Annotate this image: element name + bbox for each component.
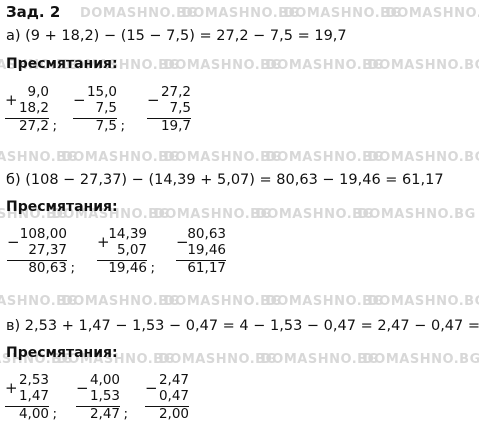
- result: 27,2: [18, 118, 49, 134]
- separator: ;: [123, 406, 128, 422]
- exercise-title: Зад. 2: [6, 3, 61, 21]
- equation-c: в) 2,53 + 1,47 − 1,53 − 0,47 = 4 − 1,53 …: [6, 318, 479, 334]
- calculations-label: Пресмятания:: [6, 56, 118, 72]
- sum-line: [176, 260, 226, 261]
- operand-top: 14,39: [108, 226, 147, 242]
- sum-line: [97, 260, 147, 261]
- operand-bottom: 27,37: [28, 242, 67, 258]
- operator: +: [5, 379, 18, 397]
- operator: −: [73, 91, 86, 109]
- operand-bottom: 7,5: [169, 100, 191, 116]
- operand-top: 27,2: [160, 84, 191, 100]
- operator: +: [97, 233, 110, 251]
- equation-b: б) (108 − 27,37) − (14,39 + 5,07) = 80,6…: [6, 172, 444, 188]
- operand-top: 2,47: [158, 372, 189, 388]
- result: 61,17: [187, 260, 226, 276]
- operand-top: 4,00: [89, 372, 120, 388]
- watermark-row: DOMASHNO.BGDOMASHNO.BGDOMASHNO.BGDOMASHN…: [0, 352, 479, 367]
- column-calculation: + 2,53 1,47 4,00 ;: [5, 372, 57, 426]
- result: 4,00: [18, 406, 49, 422]
- operator: −: [176, 233, 189, 251]
- operand-top: 2,53: [18, 372, 49, 388]
- result: 19,46: [108, 260, 147, 276]
- column-calculation: + 9,0 18,2 27,2 ;: [5, 84, 57, 138]
- watermark-row: DOMASHNO.BGDOMASHNO.BGDOMASHNO.BGDOMASHN…: [0, 207, 476, 222]
- result: 80,63: [28, 260, 67, 276]
- operator: −: [7, 233, 20, 251]
- result: 19,7: [160, 118, 191, 134]
- operator: −: [76, 379, 89, 397]
- operand-bottom: 18,2: [18, 100, 49, 116]
- result: 2,47: [89, 406, 120, 422]
- column-calculation: − 108,00 27,37 80,63 ;: [7, 226, 75, 280]
- equation-a: а) (9 + 18,2) − (15 − 7,5) = 27,2 − 7,5 …: [6, 28, 347, 44]
- operand-top: 15,0: [86, 84, 117, 100]
- separator: ;: [70, 260, 75, 276]
- column-calculation: − 2,47 0,47 2,00: [145, 372, 189, 426]
- operand-bottom: 19,46: [187, 242, 226, 258]
- watermark-row: DOMASHNO.BGDOMASHNO.BGDOMASHNO.BGDOMASHN…: [0, 150, 479, 165]
- operand-top: 9,0: [27, 84, 49, 100]
- sum-line: [5, 118, 49, 119]
- operand-bottom: 5,07: [116, 242, 147, 258]
- operand-top: 80,63: [187, 226, 226, 242]
- sum-line: [147, 118, 191, 119]
- sum-line: [76, 406, 120, 407]
- operand-bottom: 1,47: [18, 388, 49, 404]
- column-calculation: − 15,0 7,5 7,5 ;: [73, 84, 125, 138]
- operand-bottom: 7,5: [95, 100, 117, 116]
- result: 2,00: [158, 406, 189, 422]
- operand-top: 108,00: [19, 226, 67, 242]
- separator: ;: [150, 260, 155, 276]
- operator: −: [145, 379, 158, 397]
- column-calculation: + 14,39 5,07 19,46 ;: [97, 226, 155, 280]
- separator: ;: [52, 406, 57, 422]
- calculations-label: Пресмятания:: [6, 345, 118, 361]
- sum-line: [5, 406, 49, 407]
- watermark-row: DOMASHNO.BGDOMASHNO.BGDOMASHNO.BGDOMASHN…: [0, 58, 479, 73]
- operand-bottom: 0,47: [158, 388, 189, 404]
- column-calculation: − 27,2 7,5 19,7: [147, 84, 191, 138]
- calculations-label: Пресмятания:: [6, 199, 118, 215]
- sum-line: [145, 406, 189, 407]
- column-calculation: − 80,63 19,46 61,17: [176, 226, 226, 280]
- operand-bottom: 1,53: [89, 388, 120, 404]
- separator: ;: [52, 118, 57, 134]
- operator: −: [147, 91, 160, 109]
- watermark-row: DOMASHNO.BGDOMASHNO.BGDOMASHNO.BGDOMASHN…: [0, 294, 479, 309]
- result: 7,5: [95, 118, 117, 134]
- operator: +: [5, 91, 18, 109]
- column-calculation: − 4,00 1,53 2,47 ;: [76, 372, 128, 426]
- separator: ;: [120, 118, 125, 134]
- sum-line: [73, 118, 117, 119]
- watermark-row: DOMASHNO.BGDOMASHNO.BGDOMASHNO.BGDOMASHN…: [80, 6, 479, 21]
- sum-line: [7, 260, 67, 261]
